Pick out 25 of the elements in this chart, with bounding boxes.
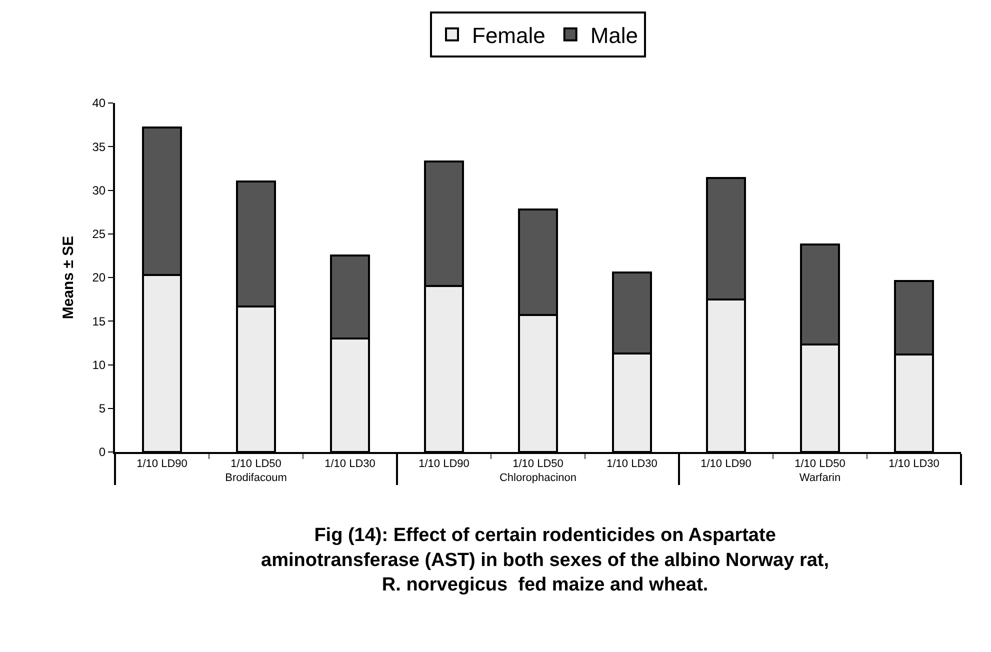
y-tick-label: 40	[92, 96, 106, 110]
x-tick-label: 1/10 LD30	[606, 458, 658, 470]
x-tick-label: 1/10 LD90	[418, 458, 470, 470]
y-tick-label: 5	[98, 402, 106, 416]
y-tick-label: 25	[92, 227, 106, 242]
y-tick-label: 30	[92, 183, 106, 198]
text: Chlorophacinon	[499, 472, 577, 484]
x-tick-label: 1/10 LD90	[136, 458, 188, 470]
text: Fig (14): Effect of certain rodenticides on Aspartate aminotransferase (AST) in both sexes of the albino Norway rat, R. norvegicus fed maize and wheat.	[261, 525, 830, 596]
y-tick-label: 15	[92, 314, 106, 328]
x-tick-label: 1/10 LD30	[324, 458, 376, 470]
x-tick-label: 1/10 LD50	[794, 458, 846, 470]
text: Warfarin	[799, 472, 841, 484]
legend-label: Female	[472, 23, 546, 48]
y-axis-title: Means ± SE	[60, 236, 77, 320]
x-tick-label: 1/10 LD90	[700, 458, 752, 470]
y-tick-label: 20	[92, 270, 106, 285]
y-tick-label: 10	[92, 358, 106, 372]
x-tick-label: 1/10 LD50	[512, 458, 564, 470]
y-tick-label: 35	[92, 140, 106, 154]
x-tick-label: 1/10 LD50	[230, 458, 282, 470]
y-tick-label: 0	[98, 445, 106, 460]
legend-label: Male	[590, 23, 638, 48]
x-tick-label: 1/10 LD30	[888, 458, 940, 470]
text: Brodifacoum	[225, 472, 287, 484]
